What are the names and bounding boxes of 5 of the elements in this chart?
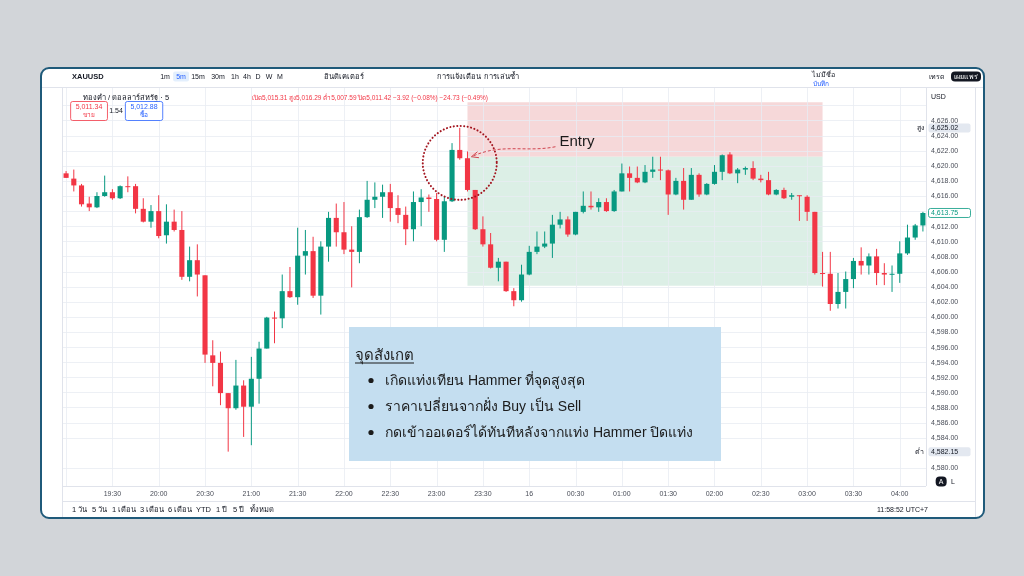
note-item: ราคาเปลี่ยนจากฝั่ง Buy เป็น Sell: [385, 398, 582, 414]
annotation: Entry: [559, 131, 595, 149]
note-title: จุดสังเกต: [355, 346, 414, 363]
note-item: เกิดแท่งเทียน Hammer ที่จุดสูงสุด: [385, 372, 586, 388]
note-item: กดเข้าออเดอร์ได้ทันทีหลังจากแท่ง Hammer ปิดแท่ง: [385, 424, 694, 440]
